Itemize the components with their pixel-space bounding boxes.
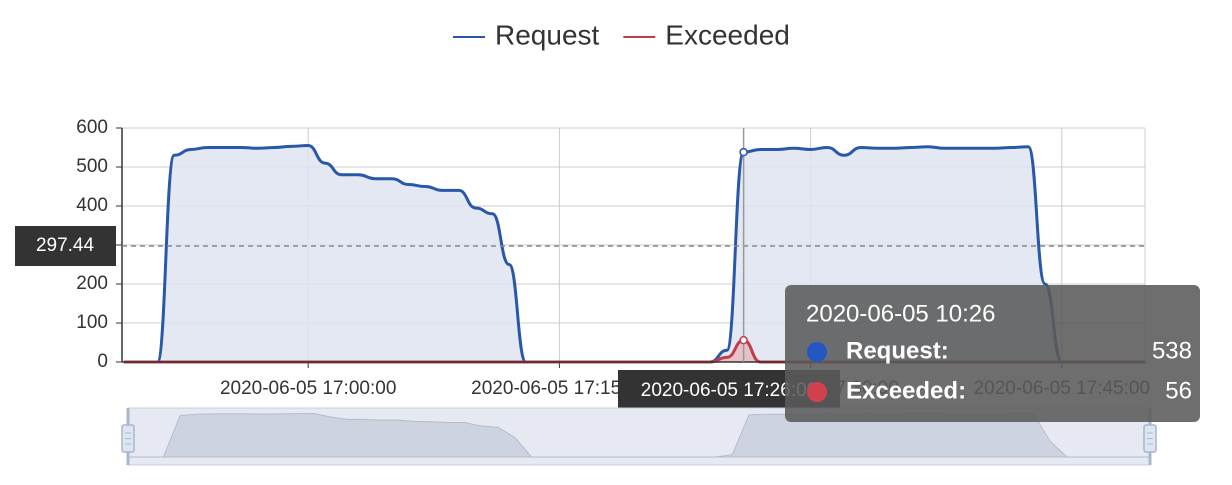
y-tick-label: 600	[76, 117, 108, 138]
legend-label: Request	[495, 19, 600, 50]
average-label: 297.44	[36, 235, 95, 256]
legend-label: Exceeded	[665, 19, 790, 50]
tooltip-marker	[807, 382, 827, 402]
y-tick-label: 200	[76, 273, 108, 294]
tooltip-title: 2020-06-05 10:26	[806, 300, 996, 327]
tooltip-value: 56	[1165, 377, 1192, 404]
tooltip-value: 538	[1152, 337, 1192, 364]
y-tick-label: 500	[76, 156, 108, 177]
pointer-dot	[739, 335, 748, 345]
y-tick-label: 0	[97, 351, 108, 372]
tooltip-box	[785, 285, 1200, 422]
x-tick-label: 2020-06-05 17:15:00	[471, 378, 647, 399]
average-label-box	[15, 225, 116, 266]
tooltip-marker	[807, 342, 827, 362]
tooltip-label: Exceeded:	[846, 377, 966, 404]
pointer-dot	[739, 147, 748, 157]
axis-pointer-label: 2020-06-05 17:26:00	[641, 380, 817, 401]
y-tick-label: 100	[76, 312, 108, 333]
tooltip-label: Request:	[846, 337, 949, 364]
x-tick-label: 2020-06-05 17:00:00	[220, 378, 396, 399]
y-tick-label: 400	[76, 195, 108, 216]
